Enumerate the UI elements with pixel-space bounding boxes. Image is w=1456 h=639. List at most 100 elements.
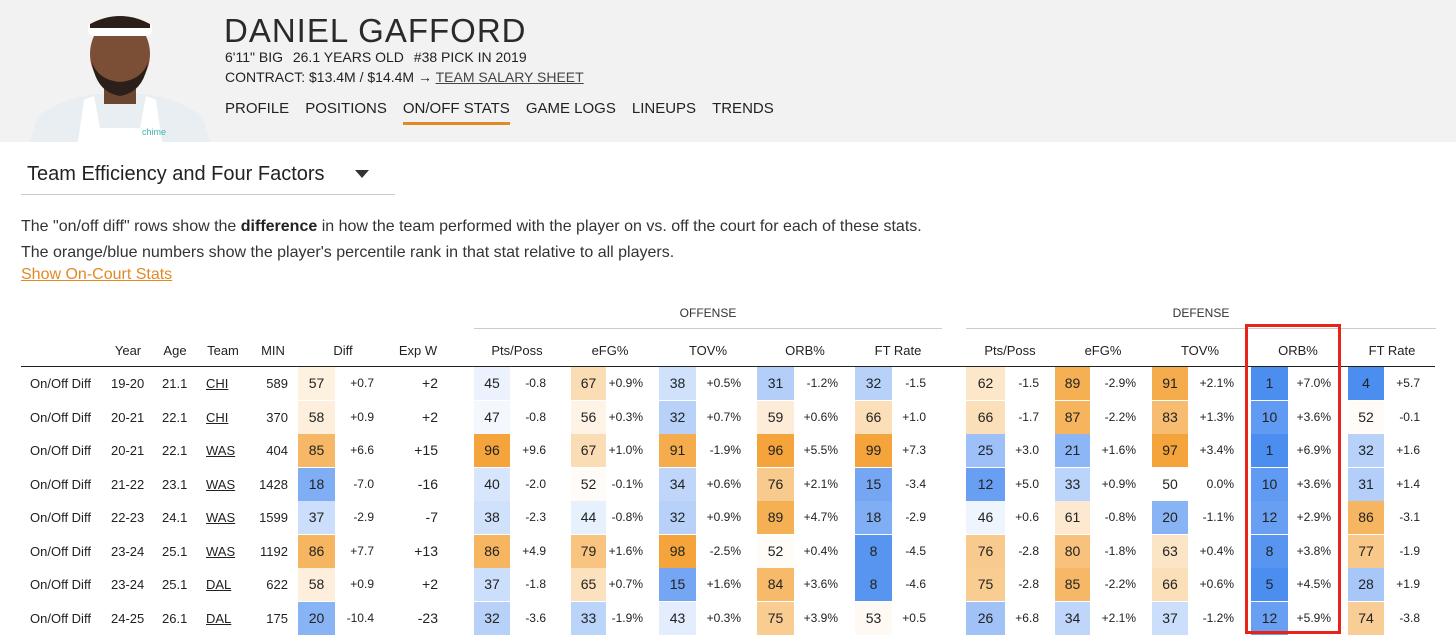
diff-value: +3.6% bbox=[803, 577, 838, 591]
diff-value: -3.6 bbox=[525, 611, 546, 625]
diff-value: +0.4% bbox=[803, 544, 838, 558]
stat-category-dropdown[interactable]: Team Efficiency and Four Factors bbox=[21, 156, 395, 195]
percentile-cell: 57 bbox=[298, 367, 335, 400]
diff-value: -2.9 bbox=[353, 510, 374, 524]
team-link[interactable]: CHI bbox=[206, 376, 229, 391]
diff-value: +5.0 bbox=[1015, 477, 1039, 491]
diff-value: 0.0% bbox=[1206, 477, 1234, 491]
percentile-cell: 59 bbox=[757, 401, 794, 434]
team-link[interactable]: CHI bbox=[206, 410, 229, 425]
diff-value: -2.5% bbox=[709, 544, 741, 558]
tab-game-logs[interactable]: GAME LOGS bbox=[525, 100, 616, 117]
tab-on-off-stats[interactable]: ON/OFF STATS bbox=[402, 100, 510, 125]
percentile-cell: 76 bbox=[757, 468, 794, 501]
row-exp-wins: +15 bbox=[414, 442, 438, 458]
team-link[interactable]: WAS bbox=[206, 544, 236, 559]
percentile-cell: 34 bbox=[659, 468, 696, 501]
diff-value: +3.0 bbox=[1015, 443, 1039, 457]
diff-value: +0.6% bbox=[803, 410, 838, 424]
diff-value: +0.3% bbox=[608, 410, 643, 424]
diff-value: +4.9 bbox=[522, 544, 546, 558]
team-salary-sheet-link[interactable]: TEAM SALARY SHEET bbox=[435, 69, 584, 85]
diff-value: +3.6% bbox=[1296, 477, 1331, 491]
team-link[interactable]: WAS bbox=[206, 510, 236, 525]
tab-lineups[interactable]: LINEUPS bbox=[631, 100, 697, 117]
diff-value: +1.6 bbox=[1396, 443, 1420, 457]
percentile-cell: 56 bbox=[571, 401, 606, 434]
percentile-cell: 37 bbox=[474, 568, 510, 601]
description: The "on/off diff" rows show the differen… bbox=[21, 214, 922, 266]
row-minutes: 622 bbox=[266, 577, 288, 592]
diff-value: -1.5 bbox=[905, 376, 926, 390]
row-age: 25.1 bbox=[162, 577, 188, 592]
diff-value: -1.8% bbox=[1104, 544, 1136, 558]
row-year: 20-21 bbox=[111, 443, 145, 458]
tab-trends[interactable]: TRENDS bbox=[712, 100, 774, 117]
diff-value: +5.7 bbox=[1396, 376, 1420, 390]
team-link[interactable]: DAL bbox=[206, 611, 232, 626]
percentile-cell: 86 bbox=[1348, 501, 1384, 534]
diff-value: +0.9% bbox=[608, 376, 643, 390]
desc-text-post: in how the team performed with the playe… bbox=[317, 218, 922, 235]
percentile-cell: 86 bbox=[298, 535, 335, 568]
diff-value: -0.1% bbox=[611, 477, 643, 491]
row-team: CHI bbox=[206, 367, 228, 400]
diff-value: +0.6% bbox=[706, 477, 741, 491]
percentile-cell: 34 bbox=[1055, 602, 1090, 635]
diff-value: -0.8% bbox=[1104, 510, 1136, 524]
percentile-cell: 32 bbox=[855, 367, 892, 400]
show-on-court-stats-link[interactable]: Show On-Court Stats bbox=[21, 266, 173, 283]
col-header-diff: Diff bbox=[333, 343, 353, 358]
diff-value: -1.9% bbox=[709, 443, 741, 457]
percentile-cell: 45 bbox=[474, 367, 510, 400]
percentile-cell: 61 bbox=[1055, 501, 1090, 534]
percentile-cell: 8 bbox=[855, 535, 892, 568]
diff-value: +0.6 bbox=[1015, 510, 1039, 524]
row-label: On/Off Diff bbox=[30, 611, 91, 626]
team-link[interactable]: WAS bbox=[206, 443, 236, 458]
diff-value: -2.0 bbox=[525, 477, 546, 491]
percentile-cell: 37 bbox=[298, 501, 335, 534]
diff-value: -2.9 bbox=[905, 510, 926, 524]
col-header-orb-: ORB% bbox=[1278, 343, 1318, 358]
diff-value: +0.3% bbox=[706, 611, 741, 625]
diff-value: -7.0 bbox=[353, 477, 374, 491]
col-header-orb-: ORB% bbox=[785, 343, 825, 358]
percentile-cell: 33 bbox=[571, 602, 606, 635]
percentile-cell: 66 bbox=[966, 401, 1005, 434]
percentile-cell: 66 bbox=[1152, 568, 1188, 601]
player-name: DANIEL GAFFORD bbox=[224, 12, 527, 49]
percentile-cell: 20 bbox=[298, 602, 335, 635]
percentile-cell: 79 bbox=[571, 535, 606, 568]
diff-value: +0.9 bbox=[350, 577, 374, 591]
diff-value: -2.2% bbox=[1104, 410, 1136, 424]
percentile-cell: 89 bbox=[757, 501, 794, 534]
row-minutes: 175 bbox=[266, 611, 288, 626]
diff-value: -2.9% bbox=[1104, 376, 1136, 390]
col-header-pts-poss: Pts/Poss bbox=[491, 343, 543, 358]
diff-value: +6.6 bbox=[350, 443, 374, 457]
diff-value: -0.1 bbox=[1399, 410, 1420, 424]
percentile-cell: 84 bbox=[757, 568, 794, 601]
row-team: WAS bbox=[206, 468, 235, 501]
diff-value: -2.8 bbox=[1018, 544, 1039, 558]
col-header-exp-w: Exp W bbox=[398, 343, 438, 358]
diff-value: +3.8% bbox=[1296, 544, 1331, 558]
row-minutes: 1428 bbox=[259, 477, 288, 492]
row-team: WAS bbox=[206, 434, 235, 467]
team-link[interactable]: DAL bbox=[206, 577, 232, 592]
row-minutes: 370 bbox=[266, 410, 288, 425]
percentile-cell: 63 bbox=[1152, 535, 1188, 568]
percentile-cell: 32 bbox=[659, 401, 696, 434]
row-year: 21-22 bbox=[111, 477, 145, 492]
tab-positions[interactable]: POSITIONS bbox=[305, 100, 387, 117]
percentile-cell: 18 bbox=[298, 468, 335, 501]
percentile-cell: 31 bbox=[1348, 468, 1384, 501]
row-year: 20-21 bbox=[111, 410, 145, 425]
col-header-pts-poss: Pts/Poss bbox=[984, 343, 1036, 358]
percentile-cell: 21 bbox=[1055, 434, 1090, 467]
row-exp-wins: -16 bbox=[417, 476, 438, 492]
tab-profile[interactable]: PROFILE bbox=[225, 100, 290, 117]
team-link[interactable]: WAS bbox=[206, 477, 236, 492]
percentile-cell: 26 bbox=[966, 602, 1005, 635]
